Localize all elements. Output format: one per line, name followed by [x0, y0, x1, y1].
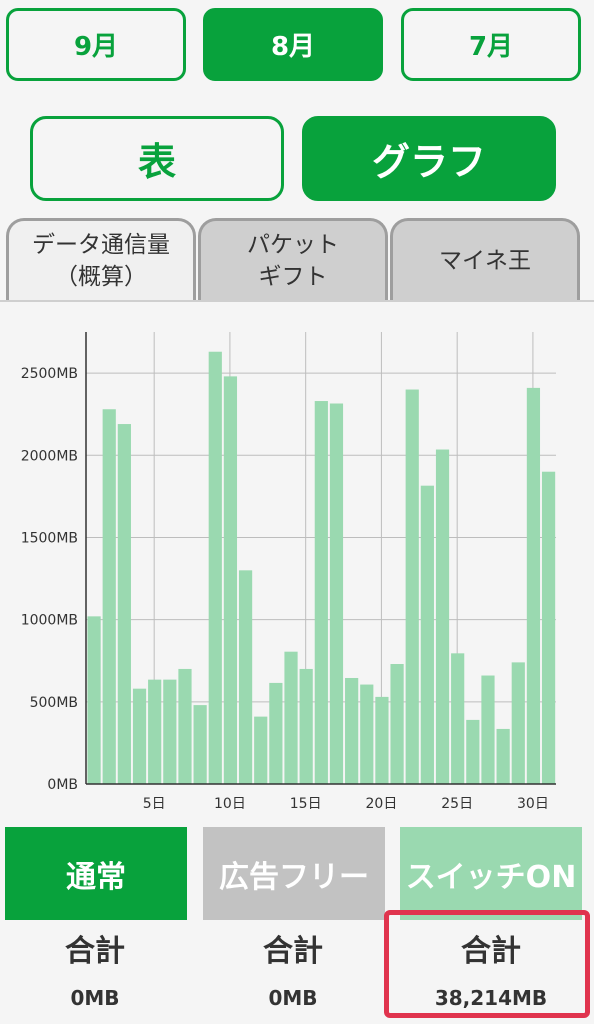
bar-day-31 [541, 471, 556, 784]
tab-maine-king[interactable]: マイネ王 [390, 218, 580, 302]
graph-view-button[interactable]: グラフ [302, 116, 556, 201]
bar-day-11 [238, 570, 253, 784]
bar-day-18 [345, 677, 359, 784]
month-button-july[interactable]: 7月 [401, 8, 581, 81]
x-tick-label: 5日 [143, 796, 166, 812]
y-tick-label: 2000MB [21, 448, 78, 464]
tab-divider [0, 300, 594, 302]
month-button-july-label: 7月 [468, 32, 514, 62]
bar-day-25 [451, 653, 465, 784]
graph-view-label: グラフ [371, 140, 486, 184]
mode-ad-free-label: 広告フリー [219, 859, 369, 895]
bar-day-27 [481, 675, 495, 784]
bar-day-3 [117, 424, 131, 784]
x-tick-label: 10日 [214, 796, 246, 812]
x-tick-label: 15日 [290, 796, 322, 812]
month-button-august-label: 8月 [270, 32, 316, 62]
bar-day-26 [466, 719, 480, 784]
total-label-ad-free: 合計 [263, 934, 323, 969]
x-tick-label: 20日 [366, 796, 398, 812]
tab-maine-king-label: マイネ王 [439, 247, 531, 274]
chart-bars [87, 351, 556, 784]
daily-usage-bar-chart: 0MB 500MB 1000MB 1500MB 2000MB 2500MB 5日 10日 15日… [21, 332, 556, 812]
tab-data-usage[interactable]: データ通信量 （概算） [6, 218, 196, 302]
month-button-september-label: 9月 [73, 32, 119, 62]
tab-data-usage-line1: データ通信量 [32, 232, 170, 259]
bar-day-30 [526, 387, 541, 784]
bar-day-19 [360, 684, 374, 784]
bar-day-24 [435, 449, 450, 784]
bar-day-12 [254, 716, 268, 784]
total-label-normal: 合計 [65, 934, 125, 969]
y-tick-label: 500MB [30, 695, 78, 711]
mode-button-ad-free[interactable]: 広告フリー [203, 827, 385, 920]
bar-day-15 [299, 668, 313, 784]
table-view-label: 表 [137, 140, 176, 184]
highlight-box [384, 910, 590, 1018]
mode-switch-on-label: スイッチON [405, 859, 577, 895]
month-button-august[interactable]: 8月 [203, 8, 383, 81]
total-value-normal: 0MB [70, 986, 120, 1010]
total-value-switch-on: 38,214MB [434, 986, 548, 1010]
y-tick-label: 1500MB [21, 530, 78, 546]
bar-day-6 [163, 679, 177, 784]
month-button-september[interactable]: 9月 [6, 8, 186, 81]
bar-day-14 [284, 651, 298, 784]
bar-day-17 [329, 403, 344, 784]
bar-day-16 [314, 401, 328, 784]
mode-normal-label: 通常 [66, 859, 126, 895]
y-tick-label: 1000MB [21, 613, 78, 629]
bar-day-8 [193, 705, 207, 784]
total-value-ad-free: 0MB [268, 986, 318, 1010]
mode-button-normal[interactable]: 通常 [5, 827, 187, 920]
bar-day-9 [208, 351, 222, 784]
bar-day-29 [511, 662, 525, 784]
chart-axes: 0MB 500MB 1000MB 1500MB 2000MB 2500MB 5日 10日 15日… [21, 332, 556, 812]
bar-day-5 [148, 679, 162, 784]
tab-packet-gift-line2: ギフト [258, 263, 328, 290]
bar-day-22 [405, 389, 419, 784]
bar-day-7 [178, 668, 192, 784]
y-tick-label: 2500MB [21, 366, 78, 382]
bar-day-4 [132, 688, 147, 784]
x-tick-label: 30日 [517, 796, 549, 812]
bar-day-1 [87, 616, 101, 784]
y-tick-label: 0MB [47, 777, 78, 793]
total-label-switch-on: 合計 [461, 934, 521, 969]
bar-day-10 [223, 376, 238, 784]
bar-day-13 [269, 682, 283, 784]
tab-data-usage-line2: （概算） [55, 263, 147, 290]
bar-day-20 [375, 696, 389, 784]
bar-day-28 [496, 728, 510, 784]
bar-day-2 [102, 409, 116, 784]
bar-day-23 [420, 485, 434, 784]
x-tick-label: 25日 [441, 796, 473, 812]
tab-packet-gift[interactable]: パケット ギフト [198, 218, 388, 302]
bar-day-21 [390, 664, 404, 784]
tab-packet-gift-line1: パケット [247, 232, 339, 259]
table-view-button[interactable]: 表 [30, 116, 284, 201]
mode-button-switch-on[interactable]: スイッチON [400, 827, 582, 920]
